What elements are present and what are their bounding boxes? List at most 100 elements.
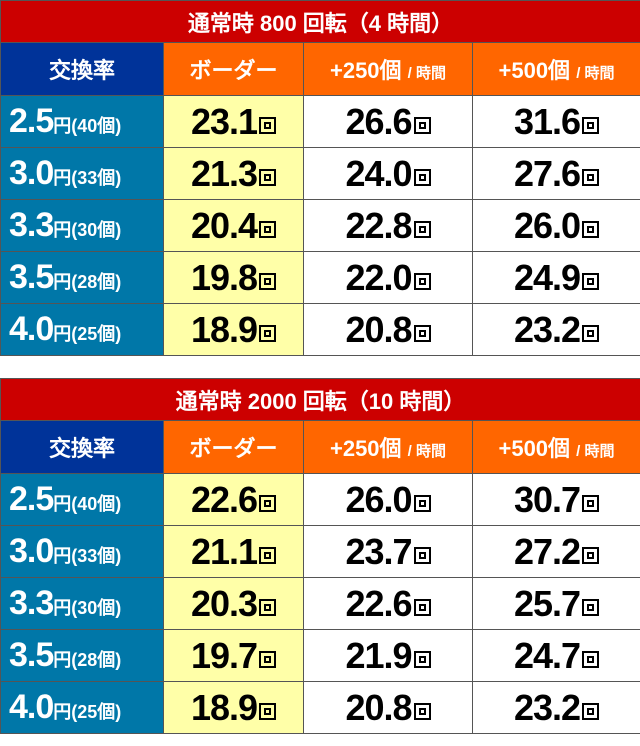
kai-unit-icon: 回 xyxy=(259,546,277,564)
plus250-cell-value: 22.8 xyxy=(345,204,412,246)
plus250-cell-value: 26.6 xyxy=(345,100,412,142)
rate-unit: 円(40個) xyxy=(53,494,122,514)
rate-value: 3.5 xyxy=(9,258,54,296)
plus500-cell: 31.6回 xyxy=(471,95,640,148)
border-cell: 21.1回 xyxy=(163,525,304,578)
plus500-cell-value: 27.6 xyxy=(513,152,581,194)
rate-unit: 円(25個) xyxy=(53,324,122,344)
rate-cell: 4.0円(25個) xyxy=(0,681,164,734)
plus250-cell: 20.8回 xyxy=(303,681,473,734)
kai-unit-icon: 回 xyxy=(259,650,277,668)
border-cell-value: 20.3 xyxy=(190,582,258,624)
plus250-cell-value: 23.7 xyxy=(345,530,412,572)
per-hour-label: / 時間 xyxy=(576,65,615,82)
kai-unit-icon: 回 xyxy=(259,220,277,238)
header-plus250-label: +250個 xyxy=(329,436,402,461)
kai-unit-icon: 回 xyxy=(413,272,431,290)
table-title: 通常時 2000 回転（10 時間） xyxy=(0,378,640,421)
border-table: 通常時 800 回転（4 時間） 交換率 ボーダー +250個 / 時間 +50… xyxy=(0,0,640,356)
rate-cell: 3.5円(28個) xyxy=(0,251,164,304)
plus250-cell-value: 22.0 xyxy=(345,256,412,298)
plus500-cell-value: 26.0 xyxy=(513,204,581,246)
border-cell: 19.8回 xyxy=(163,251,304,304)
border-cell: 22.6回 xyxy=(163,473,304,526)
border-cell-value: 23.1 xyxy=(190,100,258,142)
rate-cell: 3.0円(33個) xyxy=(0,147,164,200)
plus500-cell-value: 27.2 xyxy=(513,530,581,572)
per-hour-label: / 時間 xyxy=(576,443,615,460)
header-plus250: +250個 / 時間 xyxy=(303,420,473,474)
header-plus500-label: +500個 xyxy=(498,436,571,461)
header-rate: 交換率 xyxy=(0,420,164,474)
plus250-cell-value: 26.0 xyxy=(345,478,412,520)
border-cell-value: 18.9 xyxy=(190,686,258,728)
rate-value: 3.3 xyxy=(9,584,54,622)
kai-unit-icon: 回 xyxy=(259,494,277,512)
rate-unit: 円(40個) xyxy=(53,116,122,136)
plus250-cell: 26.0回 xyxy=(303,473,473,526)
plus500-cell-value: 25.7 xyxy=(513,582,581,624)
plus500-cell: 25.7回 xyxy=(472,577,640,630)
border-cell: 18.9回 xyxy=(163,303,304,356)
table-row: 3.3円(30個) 20.4回22.8回26.0回 xyxy=(0,199,640,252)
header-border: ボーダー xyxy=(163,42,304,96)
table-row: 3.5円(28個) 19.8回22.0回24.9回 xyxy=(0,251,640,304)
kai-unit-icon: 回 xyxy=(259,324,277,342)
rate-value: 3.0 xyxy=(9,154,54,192)
plus500-cell: 27.6回 xyxy=(471,147,640,200)
plus250-cell-value: 20.8 xyxy=(345,308,412,350)
plus250-cell: 21.9回 xyxy=(303,629,473,682)
kai-unit-icon: 回 xyxy=(413,494,431,512)
rate-unit: 円(30個) xyxy=(53,598,122,618)
border-cell-value: 21.1 xyxy=(190,530,258,572)
rate-unit: 円(30個) xyxy=(53,220,122,240)
rate-value: 4.0 xyxy=(9,310,54,348)
rate-unit: 円(28個) xyxy=(53,272,122,292)
plus250-cell-value: 20.8 xyxy=(345,686,412,728)
plus250-cell: 20.8回 xyxy=(303,303,473,356)
plus500-cell: 26.0回 xyxy=(471,199,640,252)
rate-cell: 3.3円(30個) xyxy=(0,577,164,630)
border-cell-value: 18.9 xyxy=(190,308,258,350)
rate-unit: 円(28個) xyxy=(53,650,122,670)
kai-unit-icon: 回 xyxy=(259,272,277,290)
border-cell: 23.1回 xyxy=(163,95,304,148)
plus500-cell: 24.7回 xyxy=(472,629,640,682)
rate-cell: 2.5円(40個) xyxy=(0,95,164,148)
plus500-cell: 27.2回 xyxy=(472,525,640,578)
kai-unit-icon: 回 xyxy=(259,702,277,720)
border-cell-value: 21.3 xyxy=(190,152,258,194)
kai-unit-icon: 回 xyxy=(582,168,600,186)
rate-value: 3.5 xyxy=(9,636,54,674)
kai-unit-icon: 回 xyxy=(413,116,431,134)
header-row: 交換率 ボーダー +250個 / 時間 +500個 / 時間 xyxy=(0,420,640,474)
kai-unit-icon: 回 xyxy=(582,324,600,342)
rate-unit: 円(33個) xyxy=(53,546,122,566)
plus250-cell-value: 21.9 xyxy=(345,634,412,676)
table-row: 3.0円(33個) 21.1回23.7回27.2回 xyxy=(0,525,640,578)
rate-value: 2.5 xyxy=(9,102,54,140)
table-title: 通常時 800 回転（4 時間） xyxy=(0,0,640,43)
rate-unit: 円(25個) xyxy=(53,702,122,722)
kai-unit-icon: 回 xyxy=(259,598,277,616)
border-cell: 18.9回 xyxy=(163,681,304,734)
table-row: 3.0円(33個) 21.3回24.0回27.6回 xyxy=(0,147,640,200)
kai-unit-icon: 回 xyxy=(259,116,277,134)
border-cell-value: 20.4 xyxy=(190,204,258,246)
kai-unit-icon: 回 xyxy=(582,494,600,512)
rate-value: 3.0 xyxy=(9,532,54,570)
table-row: 4.0円(25個) 18.9回20.8回23.2回 xyxy=(0,303,640,356)
plus500-cell: 23.2回 xyxy=(472,681,640,734)
border-cell-value: 19.7 xyxy=(190,634,258,676)
kai-unit-icon: 回 xyxy=(582,546,600,564)
header-plus250: +250個 / 時間 xyxy=(303,42,473,96)
plus250-cell: 22.0回 xyxy=(303,251,473,304)
border-cell: 20.4回 xyxy=(163,199,304,252)
kai-unit-icon: 回 xyxy=(413,168,431,186)
table-row: 3.5円(28個) 19.7回21.9回24.7回 xyxy=(0,629,640,682)
rate-unit: 円(33個) xyxy=(53,168,122,188)
border-cell: 19.7回 xyxy=(163,629,304,682)
kai-unit-icon: 回 xyxy=(582,702,600,720)
plus500-cell-value: 23.2 xyxy=(513,686,581,728)
border-cell-value: 19.8 xyxy=(190,256,258,298)
